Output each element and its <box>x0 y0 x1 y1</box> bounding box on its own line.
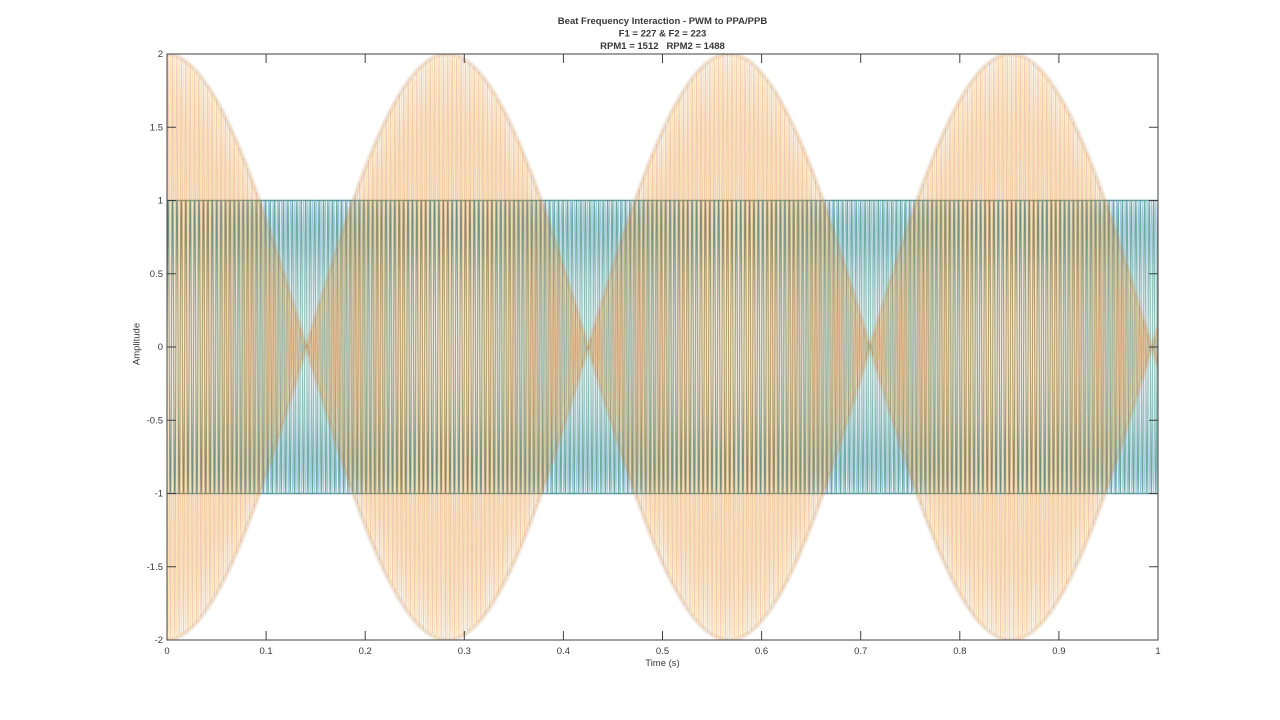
svg-text:1.5: 1.5 <box>150 122 163 133</box>
svg-text:-1.5: -1.5 <box>147 562 163 573</box>
svg-text:0.5: 0.5 <box>150 269 163 280</box>
svg-text:-2: -2 <box>155 635 163 646</box>
svg-text:Amplitude: Amplitude <box>132 323 143 365</box>
svg-text:0.1: 0.1 <box>259 646 272 657</box>
svg-text:0: 0 <box>164 646 169 657</box>
svg-text:1: 1 <box>1155 646 1160 657</box>
svg-text:Beat Frequency Interaction - P: Beat Frequency Interaction - PWM to PPA/… <box>558 16 768 27</box>
svg-text:RPM1 = 1512 RPM2 = 1488: RPM1 = 1512 RPM2 = 1488 <box>600 41 725 52</box>
svg-text:F1 = 227 & F2 = 223: F1 = 227 & F2 = 223 <box>619 29 707 40</box>
svg-text:0.7: 0.7 <box>854 646 867 657</box>
svg-text:0.9: 0.9 <box>1052 646 1065 657</box>
svg-text:1: 1 <box>158 196 163 207</box>
svg-text:0.5: 0.5 <box>656 646 669 657</box>
svg-text:0.2: 0.2 <box>359 646 372 657</box>
svg-text:0: 0 <box>158 342 163 353</box>
svg-text:Time (s): Time (s) <box>645 658 679 669</box>
svg-text:0.8: 0.8 <box>953 646 966 657</box>
svg-text:2: 2 <box>158 49 163 60</box>
svg-text:0.3: 0.3 <box>458 646 471 657</box>
svg-text:0.6: 0.6 <box>755 646 768 657</box>
svg-text:-0.5: -0.5 <box>147 415 163 426</box>
svg-text:0.4: 0.4 <box>557 646 570 657</box>
svg-text:-1: -1 <box>155 489 163 500</box>
